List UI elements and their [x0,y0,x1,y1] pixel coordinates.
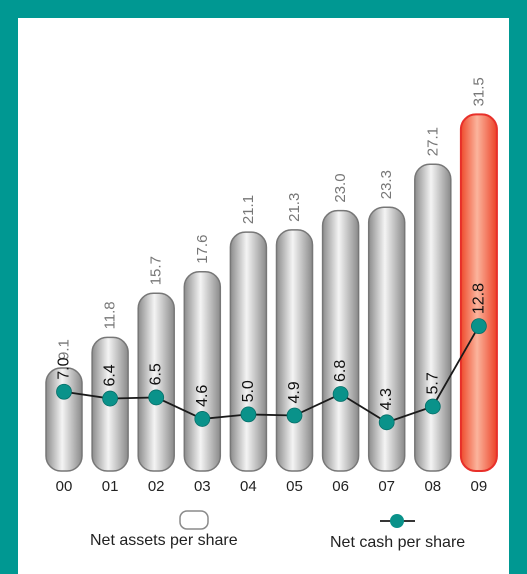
net-cash-value-label-00: 7.0 [56,357,73,379]
net-cash-point-08 [424,398,441,415]
legend-label-net-assets: Net assets per share [90,532,238,549]
net-cash-point-02 [148,389,165,406]
category-label-01: 01 [102,478,119,495]
bar-02 [137,292,175,472]
bar-00 [45,367,83,472]
bar-value-label-07: 23.3 [378,170,395,199]
chart-panel: 9.1 00 11.8 01 15.7 02 17.6 03 21.1 04 21.3 05 23.0 0… [18,18,509,574]
bar-04 [229,231,268,472]
bar-07 [367,206,406,472]
category-label-08: 08 [424,478,441,495]
net-cash-point-07 [378,414,395,431]
net-cash-line [63,325,480,424]
bar-05 [275,229,314,472]
legend-layer [179,510,415,530]
net-cash-point-01 [102,390,118,407]
bar-value-label-03: 17.6 [194,235,211,264]
net-cash-value-label-02: 6.5 [148,363,165,385]
category-label-02: 02 [148,478,165,495]
chart: 9.1 00 11.8 01 15.7 02 17.6 03 21.1 04 21.3 05 23.0 0… [45,77,498,530]
legend-swatch-net-assets [179,510,209,530]
bar-value-label-00: 9.1 [56,339,73,360]
category-label-09: 09 [471,478,488,495]
net-cash-point-03 [194,411,211,427]
net-cash-value-label-05: 4.9 [286,381,303,403]
legend-label-net-cash: Net cash per share [330,534,466,551]
bar-value-label-02: 15.7 [148,256,165,285]
net-cash-point-00 [56,383,72,400]
category-label-07: 07 [378,478,395,495]
net-cash-point-06 [332,386,349,402]
net-cash-value-label-08: 5.7 [424,372,441,394]
bar-08 [414,163,452,472]
bar-value-label-01: 11.8 [102,301,119,329]
bar-06 [321,209,360,472]
bar-value-label-06: 23.0 [332,173,349,202]
net-cash-point-05 [286,407,303,424]
bar-value-label-04: 21.1 [240,195,257,224]
bar-03 [183,271,222,472]
net-cash-value-label-01: 6.4 [102,364,119,386]
line-layer [56,318,487,431]
net-cash-value-label-04: 5.0 [240,380,257,402]
net-cash-point-09 [470,318,487,335]
bar-value-label-05: 21.3 [286,193,303,222]
category-label-04: 04 [240,478,257,495]
net-cash-point-04 [240,406,257,423]
net-cash-value-label-07: 4.3 [378,388,395,410]
net-cash-value-label-06: 6.8 [332,360,349,382]
bar-09 [459,113,498,472]
bar-value-label-08: 27.1 [424,127,441,156]
net-cash-value-label-09: 12.8 [470,283,487,314]
labels-layer: 9.1 00 11.8 01 15.7 02 17.6 03 21.1 04 21.3 05 23.0 0… [56,77,488,495]
net-cash-value-label-03: 4.6 [194,385,211,407]
category-label-03: 03 [194,478,211,495]
category-label-00: 00 [56,478,73,495]
category-label-06: 06 [332,478,349,495]
bars-layer [45,113,498,472]
bar-value-label-09: 31.5 [470,77,487,106]
legend-swatch-marker [390,514,404,528]
category-label-05: 05 [286,478,303,495]
